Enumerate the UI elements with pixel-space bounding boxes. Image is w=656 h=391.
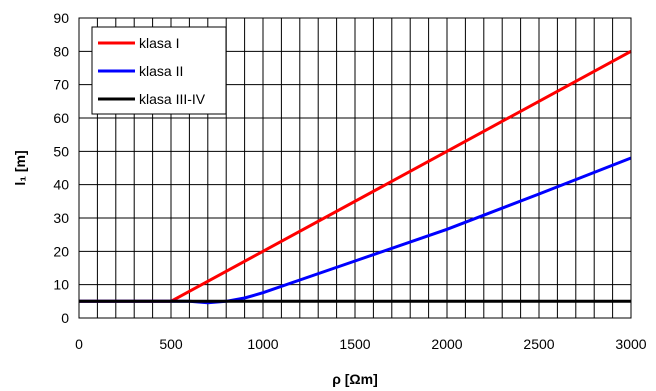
x-tick-label: 1000 [247, 336, 278, 352]
y-tick-label: 20 [53, 243, 69, 259]
x-tick-label: 2500 [523, 336, 554, 352]
x-tick-label: 1500 [339, 336, 370, 352]
y-tick-label: 50 [53, 143, 69, 159]
y-tick-label: 30 [53, 210, 69, 226]
y-tick-label: 70 [53, 77, 69, 93]
series-lines [79, 49, 632, 305]
plot-frame [78, 17, 632, 319]
x-tick-label: 500 [159, 336, 183, 352]
y-tick-label: 90 [53, 10, 69, 26]
x-tick-label: 3000 [615, 336, 646, 352]
legend-label: klasa I [139, 35, 179, 51]
y-tick-label: 10 [53, 277, 69, 293]
legend: klasa I klasa II klasa III-IV [91, 26, 227, 115]
x-tick-labels: 0 500 1000 1500 2000 2500 3000 [75, 336, 647, 352]
y-tick-label: 40 [53, 177, 69, 193]
y-tick-label: 60 [53, 110, 69, 126]
y-tick-labels: 0 10 20 30 40 50 60 70 80 90 [53, 10, 69, 326]
x-tick-label: 2000 [431, 336, 462, 352]
x-tick-label: 0 [75, 336, 83, 352]
legend-label: klasa III-IV [139, 91, 206, 107]
y-tick-label: 80 [53, 43, 69, 59]
y-axis-title: l₁ [m] [12, 150, 28, 185]
y-tick-label: 0 [61, 310, 69, 326]
x-axis-title: ρ [Ωm] [332, 371, 378, 387]
legend-label: klasa II [139, 63, 183, 79]
